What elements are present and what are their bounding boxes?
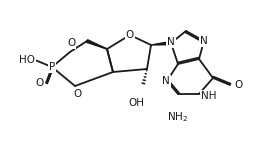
Text: O: O <box>73 89 81 99</box>
Text: P: P <box>49 62 55 72</box>
Text: OH: OH <box>128 98 144 108</box>
Text: O: O <box>234 80 242 90</box>
Text: NH$_2$: NH$_2$ <box>167 110 188 124</box>
Text: NH: NH <box>201 91 216 101</box>
Text: O: O <box>126 30 134 40</box>
Text: O: O <box>36 78 44 88</box>
Text: O: O <box>67 38 75 48</box>
Polygon shape <box>86 40 107 49</box>
Text: N: N <box>162 76 170 86</box>
Text: HO: HO <box>19 55 35 65</box>
Text: N: N <box>200 36 208 46</box>
Text: N: N <box>167 37 175 47</box>
Polygon shape <box>151 41 171 45</box>
